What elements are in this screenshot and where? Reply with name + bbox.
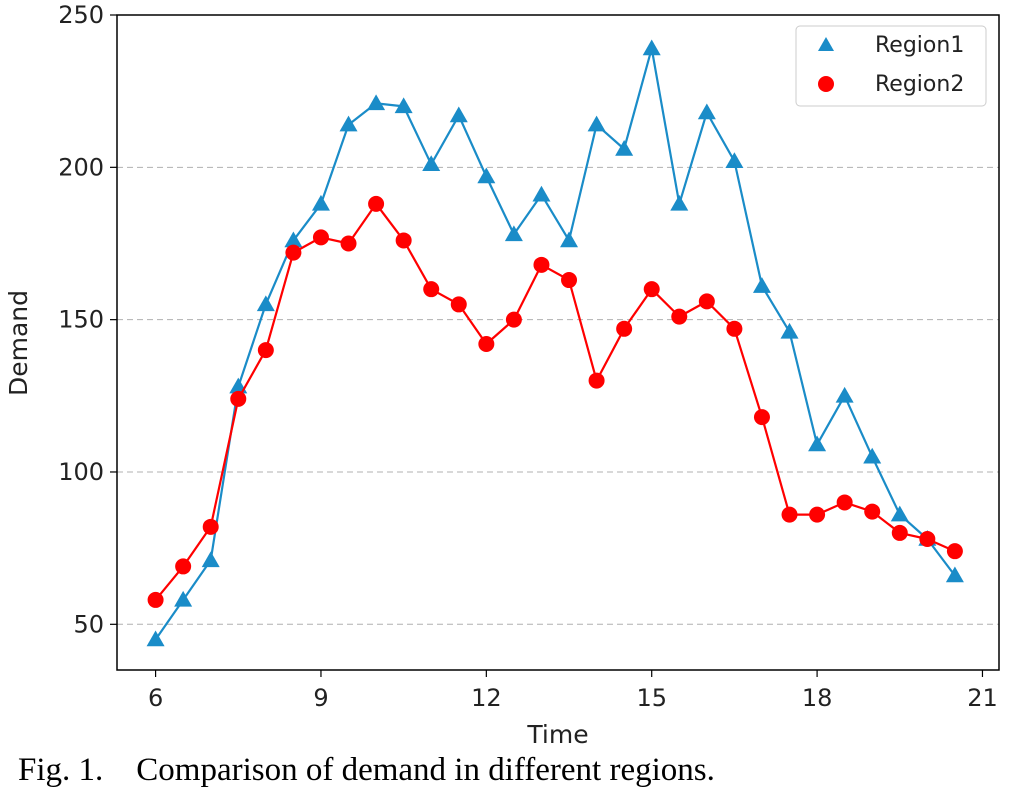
triangle-marker <box>725 152 744 168</box>
triangle-marker <box>642 39 661 56</box>
circle-marker <box>781 506 798 523</box>
triangle-marker <box>863 447 882 464</box>
triangle-marker <box>587 115 606 132</box>
series-region2 <box>147 195 963 608</box>
triangle-marker <box>780 322 799 339</box>
x-axis-ticks: 6 9 12 15 18 21 <box>148 670 998 712</box>
y-tick-label: 100 <box>58 458 104 486</box>
triangle-marker <box>449 106 468 123</box>
demand-chart: 6 9 12 15 18 21 50 100 150 200 250 Time Demand Re… <box>4 1 1000 749</box>
circle-marker <box>450 296 467 313</box>
circle-marker <box>478 336 495 353</box>
triangle-marker <box>477 167 496 184</box>
circle-marker <box>946 543 963 560</box>
triangle-marker <box>835 386 854 403</box>
legend-region2-label: Region2 <box>875 72 964 97</box>
circle-marker <box>395 232 412 249</box>
triangle-marker <box>311 194 330 211</box>
triangle-marker <box>615 140 634 156</box>
circle-marker <box>257 342 274 359</box>
grid-lines <box>117 166 999 625</box>
series-layer <box>146 39 964 647</box>
y-axis-label: Demand <box>4 290 33 396</box>
x-tick-label: 6 <box>148 684 163 712</box>
legend: Region1 Region2 <box>795 25 987 107</box>
circle-marker <box>891 524 908 541</box>
x-tick-label: 21 <box>967 684 998 712</box>
legend-region1-label: Region1 <box>875 33 964 58</box>
x-tick-label: 12 <box>471 684 502 712</box>
circle-marker <box>588 372 605 389</box>
series-region1 <box>146 39 964 647</box>
legend-box <box>795 25 987 107</box>
circle-marker <box>285 244 302 261</box>
circle-marker <box>147 591 164 608</box>
triangle-marker <box>697 103 716 120</box>
circle-marker <box>312 229 329 246</box>
circle-marker <box>671 308 688 325</box>
y-tick-label: 250 <box>58 1 104 29</box>
circle-marker <box>836 494 853 511</box>
triangle-marker <box>256 295 275 312</box>
circle-marker <box>753 409 770 426</box>
circle-marker <box>202 518 219 535</box>
x-tick-label: 18 <box>802 684 833 712</box>
legend-region1-marker <box>818 37 834 51</box>
y-tick-label: 50 <box>73 610 104 638</box>
triangle-marker <box>201 551 220 568</box>
triangle-marker <box>174 590 193 607</box>
triangle-marker <box>890 505 909 522</box>
circle-marker <box>726 320 743 337</box>
triangle-marker <box>532 185 551 202</box>
circle-marker <box>864 503 881 520</box>
x-tick-label: 15 <box>636 684 667 712</box>
triangle-marker <box>560 231 579 248</box>
y-axis-ticks: 50 100 150 200 250 <box>58 1 117 638</box>
triangle-marker <box>367 94 386 111</box>
series-line <box>154 47 956 641</box>
circle-marker <box>698 293 715 310</box>
series-line <box>154 202 956 601</box>
circle-marker <box>533 256 550 273</box>
legend-region2-marker <box>818 76 834 92</box>
plot-frame <box>116 14 1000 671</box>
triangle-marker <box>945 566 964 583</box>
circle-marker <box>423 281 440 298</box>
triangle-marker <box>422 155 441 172</box>
y-tick-label: 200 <box>58 153 104 181</box>
circle-marker <box>175 558 192 575</box>
triangle-marker <box>146 630 165 647</box>
x-tick-label: 9 <box>313 684 328 712</box>
circle-marker <box>230 390 247 407</box>
x-axis-label: Time <box>526 720 588 749</box>
circle-marker <box>616 320 633 337</box>
circle-marker <box>505 311 522 328</box>
triangle-marker <box>670 194 689 211</box>
triangle-marker <box>394 97 413 114</box>
circle-marker <box>340 235 357 252</box>
circle-marker <box>643 281 660 298</box>
circle-marker <box>368 195 385 212</box>
figure-caption: Fig. 1. Comparison of demand in differen… <box>18 752 715 788</box>
triangle-marker <box>284 231 303 248</box>
circle-marker <box>919 531 936 547</box>
triangle-marker <box>504 225 523 242</box>
y-tick-label: 150 <box>58 306 104 334</box>
circle-marker <box>809 506 826 523</box>
triangle-marker <box>752 277 771 293</box>
triangle-marker <box>339 115 358 132</box>
circle-marker <box>561 272 578 289</box>
triangle-marker <box>808 435 827 452</box>
